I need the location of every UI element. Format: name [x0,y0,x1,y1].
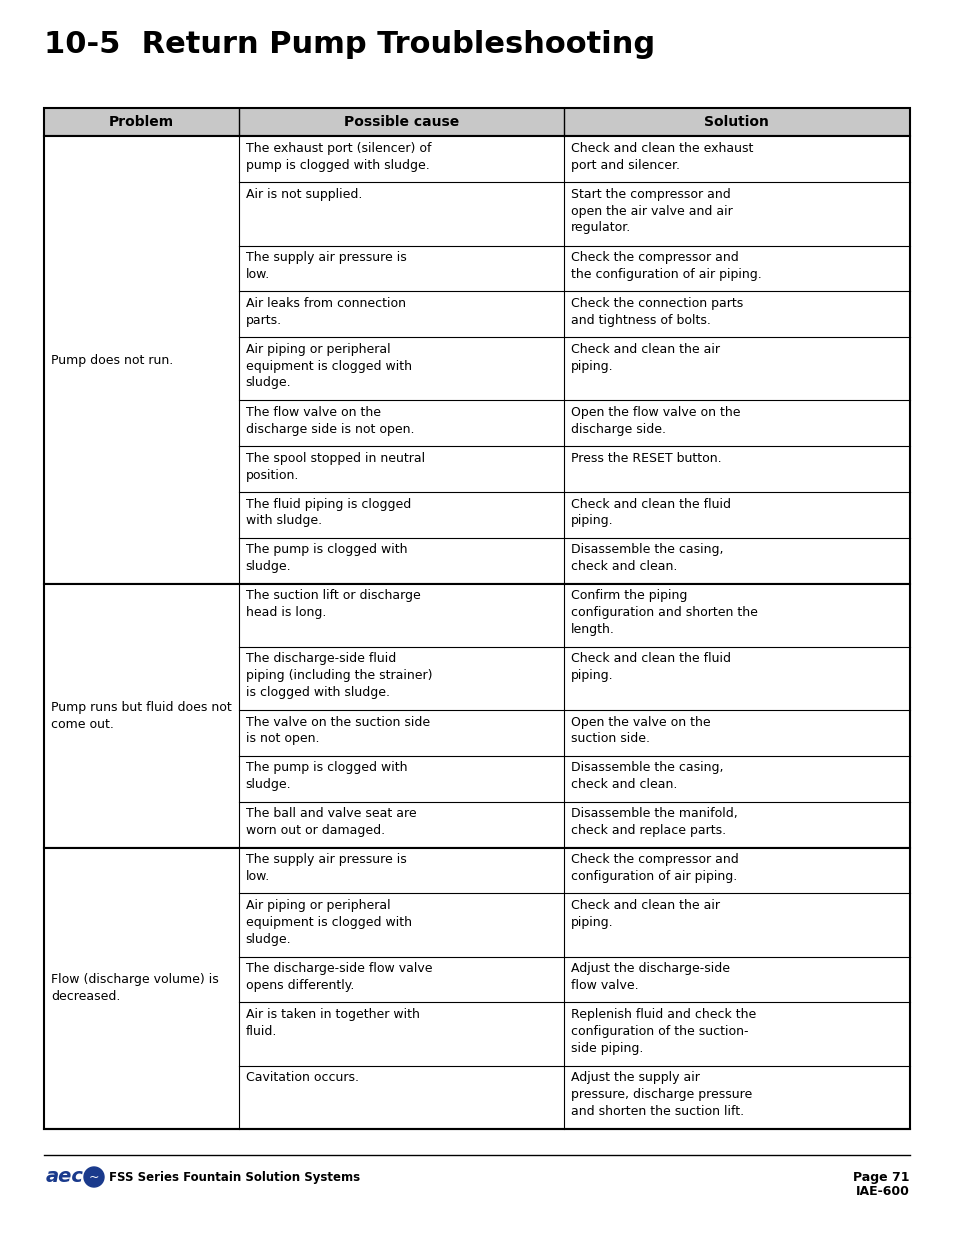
Text: Pump runs but fluid does not
come out.: Pump runs but fluid does not come out. [51,700,232,731]
Text: The discharge-side fluid
piping (including the strainer)
is clogged with sludge.: The discharge-side fluid piping (includi… [246,652,432,699]
Text: The supply air pressure is
low.: The supply air pressure is low. [246,251,406,280]
Text: Pump does not run.: Pump does not run. [51,353,173,367]
Text: Check the compressor and
the configuration of air piping.: Check the compressor and the configurati… [570,251,760,280]
Text: Adjust the discharge-side
flow valve.: Adjust the discharge-side flow valve. [570,962,729,992]
Text: 10-5  Return Pump Troubleshooting: 10-5 Return Pump Troubleshooting [44,30,655,59]
Text: The pump is clogged with
sludge.: The pump is clogged with sludge. [246,543,407,573]
Text: Solution: Solution [703,115,768,130]
Bar [44,847,909,1129]
Circle shape [84,1167,104,1187]
Text: Start the compressor and
open the air valve and air
regulator.: Start the compressor and open the air va… [570,188,732,235]
Text: Open the valve on the
suction side.: Open the valve on the suction side. [570,715,709,746]
Text: The spool stopped in neutral
position.: The spool stopped in neutral position. [246,452,424,482]
Text: ~: ~ [89,1171,99,1183]
Text: The fluid piping is clogged
with sludge.: The fluid piping is clogged with sludge. [246,498,411,527]
Text: Disassemble the casing,
check and clean.: Disassemble the casing, check and clean. [570,543,722,573]
Text: The pump is clogged with
sludge.: The pump is clogged with sludge. [246,762,407,792]
Text: Air piping or peripheral
equipment is clogged with
sludge.: Air piping or peripheral equipment is cl… [246,343,412,389]
Text: Check the connection parts
and tightness of bolts.: Check the connection parts and tightness… [570,296,742,327]
Bar [44,137,909,584]
Text: The valve on the suction side
is not open.: The valve on the suction side is not ope… [246,715,430,746]
Bar [44,107,909,137]
Text: Air piping or peripheral
equipment is clogged with
sludge.: Air piping or peripheral equipment is cl… [246,899,412,946]
Text: Flow (discharge volume) is
decreased.: Flow (discharge volume) is decreased. [51,973,218,1003]
Bar [44,847,909,1129]
Text: Adjust the supply air
pressure, discharge pressure
and shorten the suction lift.: Adjust the supply air pressure, discharg… [570,1071,751,1118]
Text: IAE-600: IAE-600 [855,1186,909,1198]
Text: Check the compressor and
configuration of air piping.: Check the compressor and configuration o… [570,853,738,883]
Text: Press the RESET button.: Press the RESET button. [570,452,720,464]
Text: Open the flow valve on the
discharge side.: Open the flow valve on the discharge sid… [570,406,740,436]
Text: The flow valve on the
discharge side is not open.: The flow valve on the discharge side is … [246,406,414,436]
Text: Check and clean the air
piping.: Check and clean the air piping. [570,343,719,373]
Text: The exhaust port (silencer) of
pump is clogged with sludge.: The exhaust port (silencer) of pump is c… [246,142,431,172]
Bar [44,137,909,584]
Text: Check and clean the fluid
piping.: Check and clean the fluid piping. [570,498,730,527]
Text: Air leaks from connection
parts.: Air leaks from connection parts. [246,296,405,327]
Text: Possible cause: Possible cause [343,115,458,130]
Text: The supply air pressure is
low.: The supply air pressure is low. [246,853,406,883]
Text: Disassemble the casing,
check and clean.: Disassemble the casing, check and clean. [570,762,722,792]
Text: Check and clean the air
piping.: Check and clean the air piping. [570,899,719,929]
Text: The discharge-side flow valve
opens differently.: The discharge-side flow valve opens diff… [246,962,432,992]
Text: FSS Series Fountain Solution Systems: FSS Series Fountain Solution Systems [109,1171,359,1183]
Text: Problem: Problem [109,115,173,130]
Text: Replenish fluid and check the
configuration of the suction-
side piping.: Replenish fluid and check the configurat… [570,1008,755,1055]
Bar [44,584,909,847]
Text: Air is taken in together with
fluid.: Air is taken in together with fluid. [246,1008,419,1037]
Text: Cavitation occurs.: Cavitation occurs. [246,1071,358,1084]
Text: Confirm the piping
configuration and shorten the
length.: Confirm the piping configuration and sho… [570,589,757,636]
Bar [44,584,909,847]
Text: Check and clean the fluid
piping.: Check and clean the fluid piping. [570,652,730,682]
Text: Check and clean the exhaust
port and silencer.: Check and clean the exhaust port and sil… [570,142,752,172]
Text: aec: aec [46,1167,84,1187]
Text: Page 71: Page 71 [853,1171,909,1184]
Text: The ball and valve seat are
worn out or damaged.: The ball and valve seat are worn out or … [246,808,416,837]
Text: The suction lift or discharge
head is long.: The suction lift or discharge head is lo… [246,589,420,619]
Text: Disassemble the manifold,
check and replace parts.: Disassemble the manifold, check and repl… [570,808,737,837]
Text: Air is not supplied.: Air is not supplied. [246,188,362,201]
